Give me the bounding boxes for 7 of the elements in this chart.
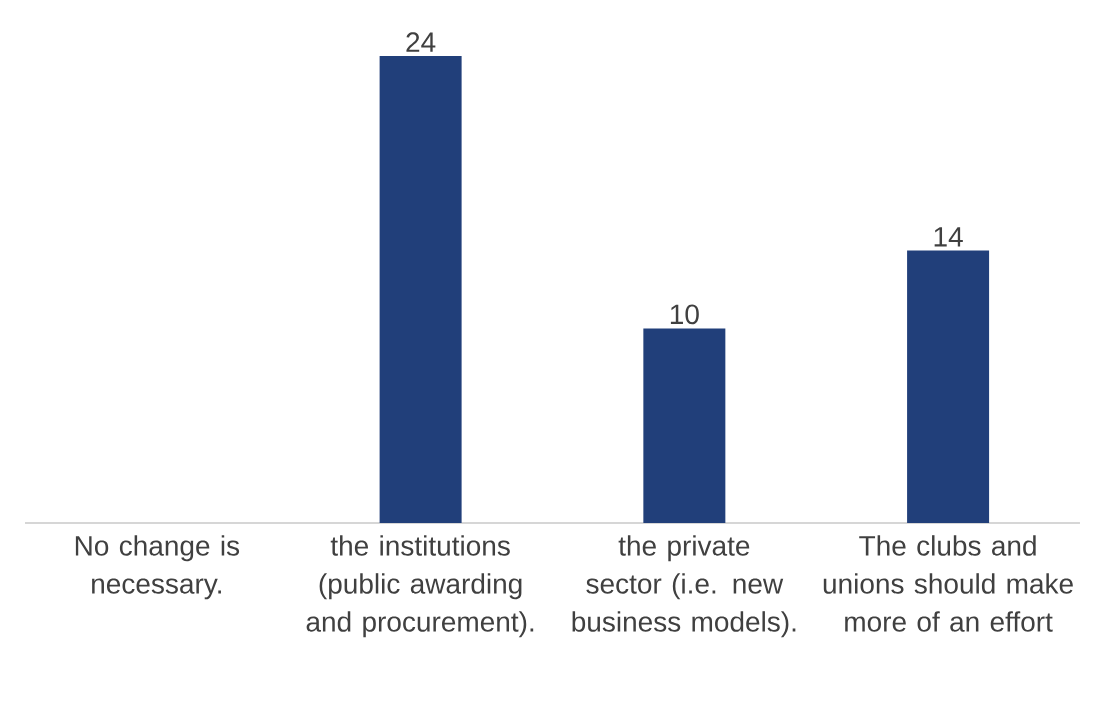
- x-tick-label: The clubs and unions should make more of an effort: [823, 535, 1073, 632]
- data-label: 14: [934, 227, 963, 247]
- data-label: 10: [670, 304, 699, 325]
- x-tick-label: No change is necessary.: [75, 535, 240, 600]
- x-tick-label: the institutions (public awarding and procurement).: [306, 535, 534, 638]
- data-label: 24: [406, 32, 436, 52]
- x-tick-label: the private sector (i.e. new business models).: [572, 535, 796, 638]
